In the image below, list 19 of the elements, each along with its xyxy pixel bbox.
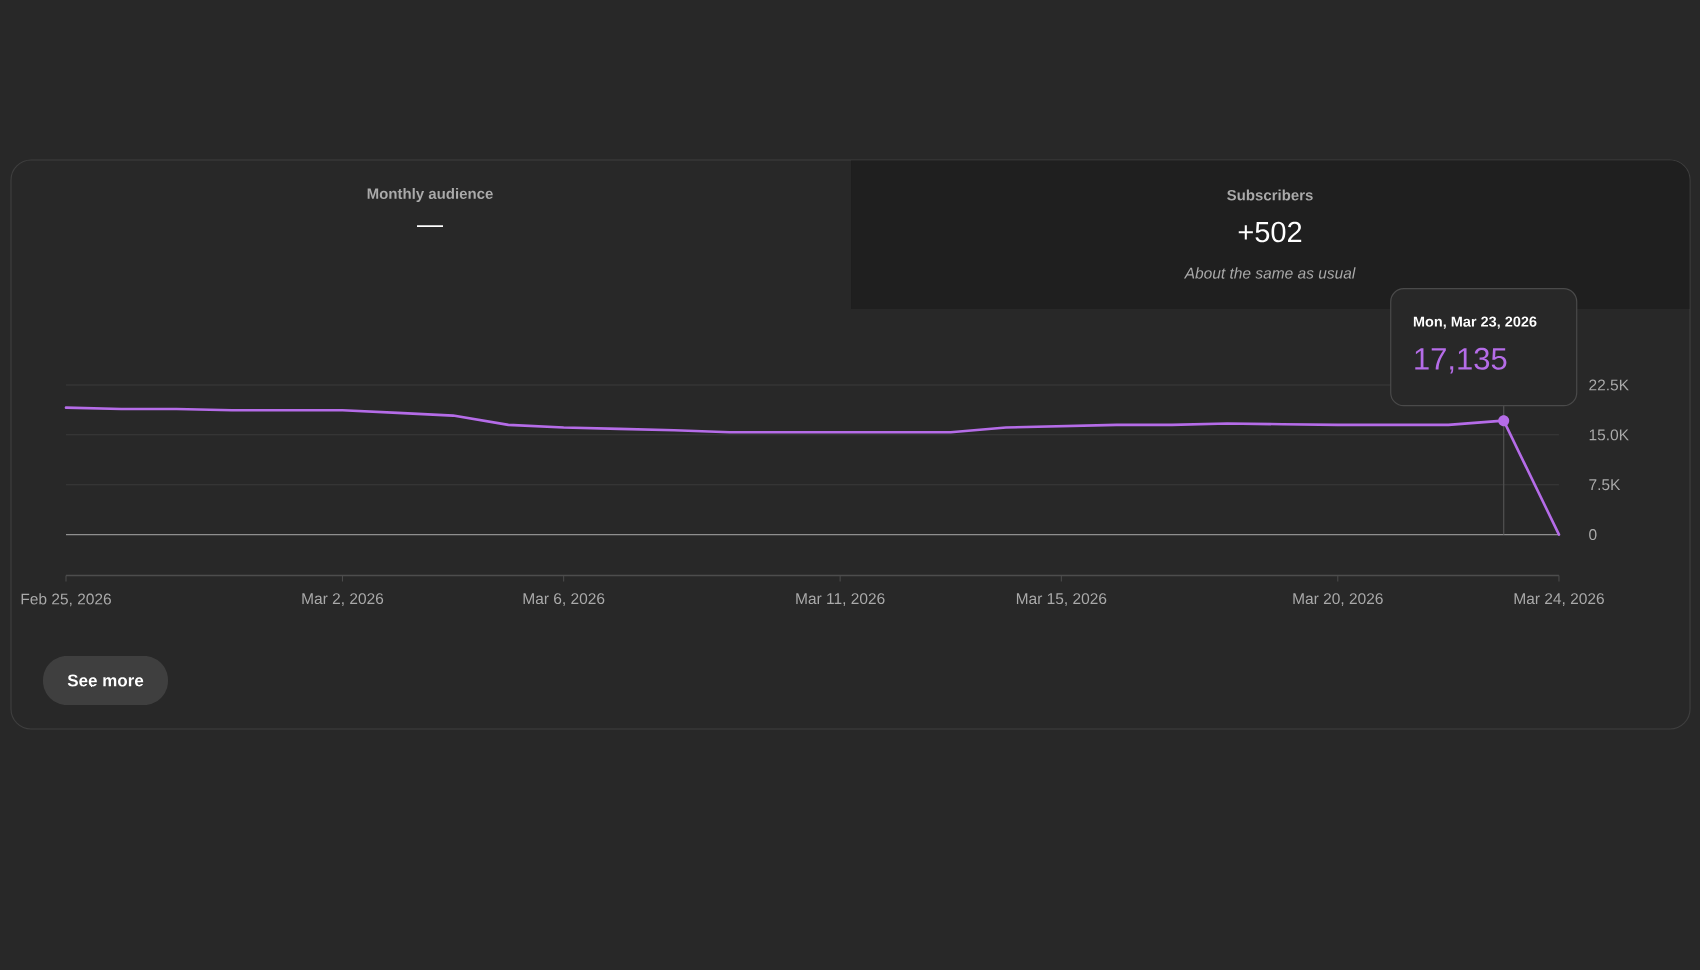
text: Mon, Mar 23, 2026	[1413, 316, 1537, 329]
y-tick-label: 22.5K	[1589, 379, 1629, 391]
x-tick-label: Mar 15, 2026	[1016, 593, 1107, 606]
x-tick-label: Mar 11, 2026	[796, 593, 885, 606]
x-tick-label: Mar 6, 2026	[523, 593, 605, 606]
text: See more	[67, 674, 144, 687]
x-tick-label: Mar 20, 2026	[1293, 593, 1383, 606]
y-tick-label: 0	[1589, 529, 1597, 541]
x-tick-label: Mar 2, 2026	[302, 593, 384, 606]
text: —	[417, 225, 444, 227]
x-tick-label: Mar 24, 2026	[1514, 593, 1604, 606]
chart-title: Subscribers	[1227, 189, 1313, 201]
chart-subtitle: +502	[1238, 221, 1302, 243]
y-tick-label: 7.5K	[1589, 479, 1621, 491]
y-tick-label: 15.0K	[1589, 429, 1629, 441]
x-tick-label: Feb 25, 2026	[21, 593, 111, 607]
text: About the same as usual	[1183, 267, 1356, 279]
text: Monthly audience	[367, 188, 493, 202]
data-label: 17,135	[1415, 347, 1507, 374]
